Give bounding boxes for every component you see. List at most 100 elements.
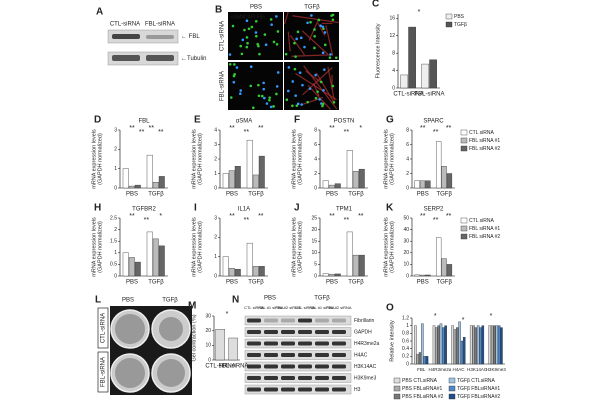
blot-band <box>247 387 261 392</box>
stain-label: DAPI <box>244 14 256 20</box>
significance-mark: ** <box>420 125 426 132</box>
y-tick-label: 1 <box>114 250 117 256</box>
cell-nucleus <box>309 20 312 24</box>
panel-letter: E <box>194 115 201 126</box>
cell-nucleus <box>258 52 261 56</box>
cell-nucleus <box>260 94 264 98</box>
blot-band <box>315 376 329 380</box>
row-label: FBL-siRNA <box>220 71 226 101</box>
chart-title: SERP2 <box>424 207 444 213</box>
bar <box>441 258 447 277</box>
cell-nucleus <box>276 30 280 33</box>
cell-nucleus <box>254 31 258 34</box>
y-axis-label: (GAPDH normalized) <box>97 133 103 185</box>
bar <box>460 340 464 365</box>
y-tick-label: 25 <box>311 215 317 221</box>
bar <box>222 256 229 277</box>
bar <box>429 59 437 89</box>
y-axis-label: (GAPDH normalized) <box>389 221 395 273</box>
bar <box>352 171 359 189</box>
legend-label: CTL siRNA <box>469 218 494 224</box>
stain-fiber <box>287 31 291 52</box>
panel-letter: I <box>194 203 197 214</box>
y-tick-label: 3 <box>214 215 217 221</box>
y-tick-label: 0 <box>392 85 395 91</box>
legend-label: TGFβ FBLsiRNA#1 <box>457 386 500 392</box>
cell-nucleus <box>316 90 319 93</box>
y-tick-label: 0 <box>314 273 317 279</box>
blot-band <box>332 341 346 346</box>
stain-fiber <box>325 25 334 56</box>
bar <box>451 325 454 365</box>
cell-nucleus <box>298 71 302 75</box>
bar <box>490 325 494 365</box>
stain-fiber <box>290 35 306 56</box>
bar <box>215 329 225 361</box>
y-axis-label: (GAPDH normalized) <box>297 221 303 273</box>
significance-mark: ** <box>258 213 264 220</box>
cell-nucleus <box>328 56 332 59</box>
cell-nucleus <box>275 92 278 96</box>
cell-nucleus <box>317 18 321 22</box>
cell-nucleus <box>241 38 245 42</box>
bar <box>414 325 417 365</box>
band-label: GAPDH <box>354 329 372 335</box>
panel-letter: G <box>386 115 394 126</box>
stain-fiber <box>317 22 326 36</box>
x-tick-label: H3K9me3 <box>486 367 507 372</box>
cell-nucleus <box>313 34 316 38</box>
x-tick-label: PBS <box>326 192 338 198</box>
y-tick-label: 1 <box>214 254 217 260</box>
bar <box>122 252 129 277</box>
blot-band <box>264 387 278 392</box>
blot-band <box>247 353 261 357</box>
y-tick-label: 15 <box>311 239 317 245</box>
y-tick-label: 20 <box>205 328 211 334</box>
bar <box>408 26 416 89</box>
cell-nucleus <box>321 102 325 106</box>
y-tick-label: 4 <box>214 127 217 133</box>
bar <box>472 325 475 365</box>
bar <box>476 325 480 365</box>
legend-swatch <box>445 13 453 20</box>
bar <box>421 63 430 89</box>
significance-mark: ** <box>258 125 264 132</box>
cell-nucleus <box>331 18 335 22</box>
y-tick-label: 8 <box>392 51 395 57</box>
lane-label: FBL #1 siRNA <box>309 305 335 310</box>
bar <box>439 323 443 365</box>
cell-nucleus <box>323 31 327 34</box>
significance-mark: * <box>226 311 229 318</box>
cell-nucleus <box>293 41 296 45</box>
y-tick-label: 40 <box>403 227 409 233</box>
blot-band <box>298 353 312 357</box>
bar <box>358 168 365 189</box>
blot-band <box>315 387 329 392</box>
legend-swatch <box>445 21 453 28</box>
significance-mark: ** <box>358 213 364 220</box>
significance-mark: ** <box>329 213 335 220</box>
y-axis-label: mRNA expression levels <box>383 129 389 189</box>
significance-mark: * <box>434 313 437 320</box>
bar <box>252 174 259 189</box>
y-tick-label: 10 <box>311 250 317 256</box>
legend-swatch <box>460 137 468 144</box>
bar <box>346 150 353 189</box>
blot-band <box>112 55 140 61</box>
cell-nucleus <box>269 18 273 21</box>
cell-nucleus <box>246 41 249 45</box>
cell-nucleus <box>295 104 299 107</box>
y-tick-label: 0.4 <box>402 346 409 352</box>
significance-mark: ** <box>433 129 439 136</box>
significance-mark: ** <box>446 213 452 220</box>
legend-label: TGFβ <box>454 22 467 28</box>
legend-label: PBS FBLsiRNA #2 <box>402 394 444 400</box>
bar <box>416 354 419 365</box>
blot-strip <box>107 29 179 44</box>
x-tick-label: TGFβ <box>248 280 264 286</box>
bar <box>419 274 426 277</box>
y-tick-label: 30 <box>403 239 409 245</box>
blot-band <box>264 353 278 357</box>
y-tick-label: 30 <box>205 313 211 319</box>
